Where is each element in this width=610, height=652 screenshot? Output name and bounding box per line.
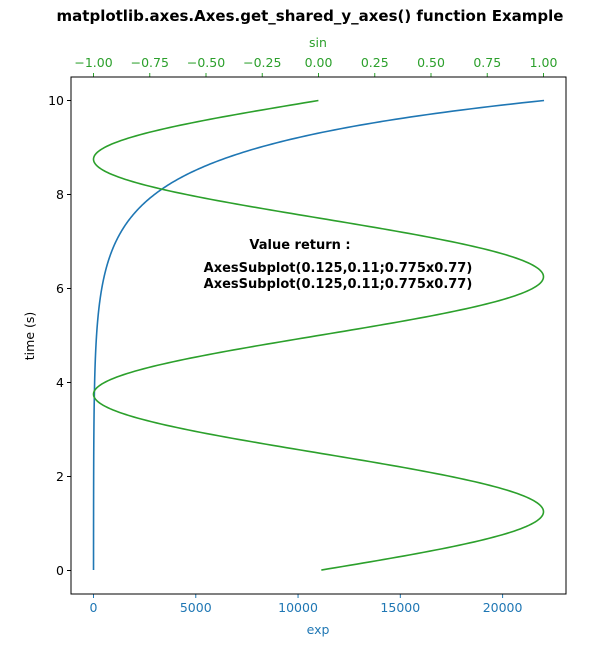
y-axis-label: time (s) [22, 312, 37, 360]
annotation-line-1: AxesSubplot(0.125,0.11;0.775x0.77) [204, 261, 473, 276]
y-tick-label: 0 [56, 563, 64, 578]
y-tick-label: 4 [56, 375, 64, 390]
bottom-tick-label: 20000 [483, 600, 523, 615]
y-tick-label: 8 [56, 187, 64, 202]
bottom-tick-label: 10000 [278, 600, 318, 615]
y-tick-label: 6 [56, 281, 64, 296]
top-tick-label: 0.75 [473, 55, 501, 70]
annotation-heading: Value return : [249, 238, 350, 253]
bottom-axis-label: exp [307, 622, 330, 637]
top-tick-label: −1.00 [74, 55, 112, 70]
top-axis-label: sin [309, 35, 327, 50]
annotation-line-2: AxesSubplot(0.125,0.11;0.775x0.77) [204, 277, 473, 292]
bottom-tick-label: 5000 [180, 600, 212, 615]
sin-series-line [92, 99, 545, 571]
top-tick-label: −0.75 [131, 55, 169, 70]
top-tick-label: 0.00 [305, 55, 333, 70]
axis-ticks: 0 2 4 6 8 10 0 5000 10000 15000 20000 −1.00 −0.75 −0.… [48, 55, 557, 615]
top-tick-label: 0.25 [361, 55, 389, 70]
plot-lines [92, 99, 545, 571]
y-tick-label: 10 [48, 93, 64, 108]
top-tick-label: −0.25 [243, 55, 281, 70]
top-tick-label: 0.50 [417, 55, 445, 70]
top-tick-label: 1.00 [530, 55, 558, 70]
plot-frame [70, 76, 567, 595]
top-tick-label: −0.50 [187, 55, 225, 70]
y-tick-label: 2 [56, 469, 64, 484]
bottom-tick-label: 0 [90, 600, 98, 615]
chart-title: matplotlib.axes.Axes.get_shared_y_axes()… [57, 7, 564, 25]
bottom-tick-label: 15000 [380, 600, 420, 615]
exp-series-line [92, 99, 545, 571]
